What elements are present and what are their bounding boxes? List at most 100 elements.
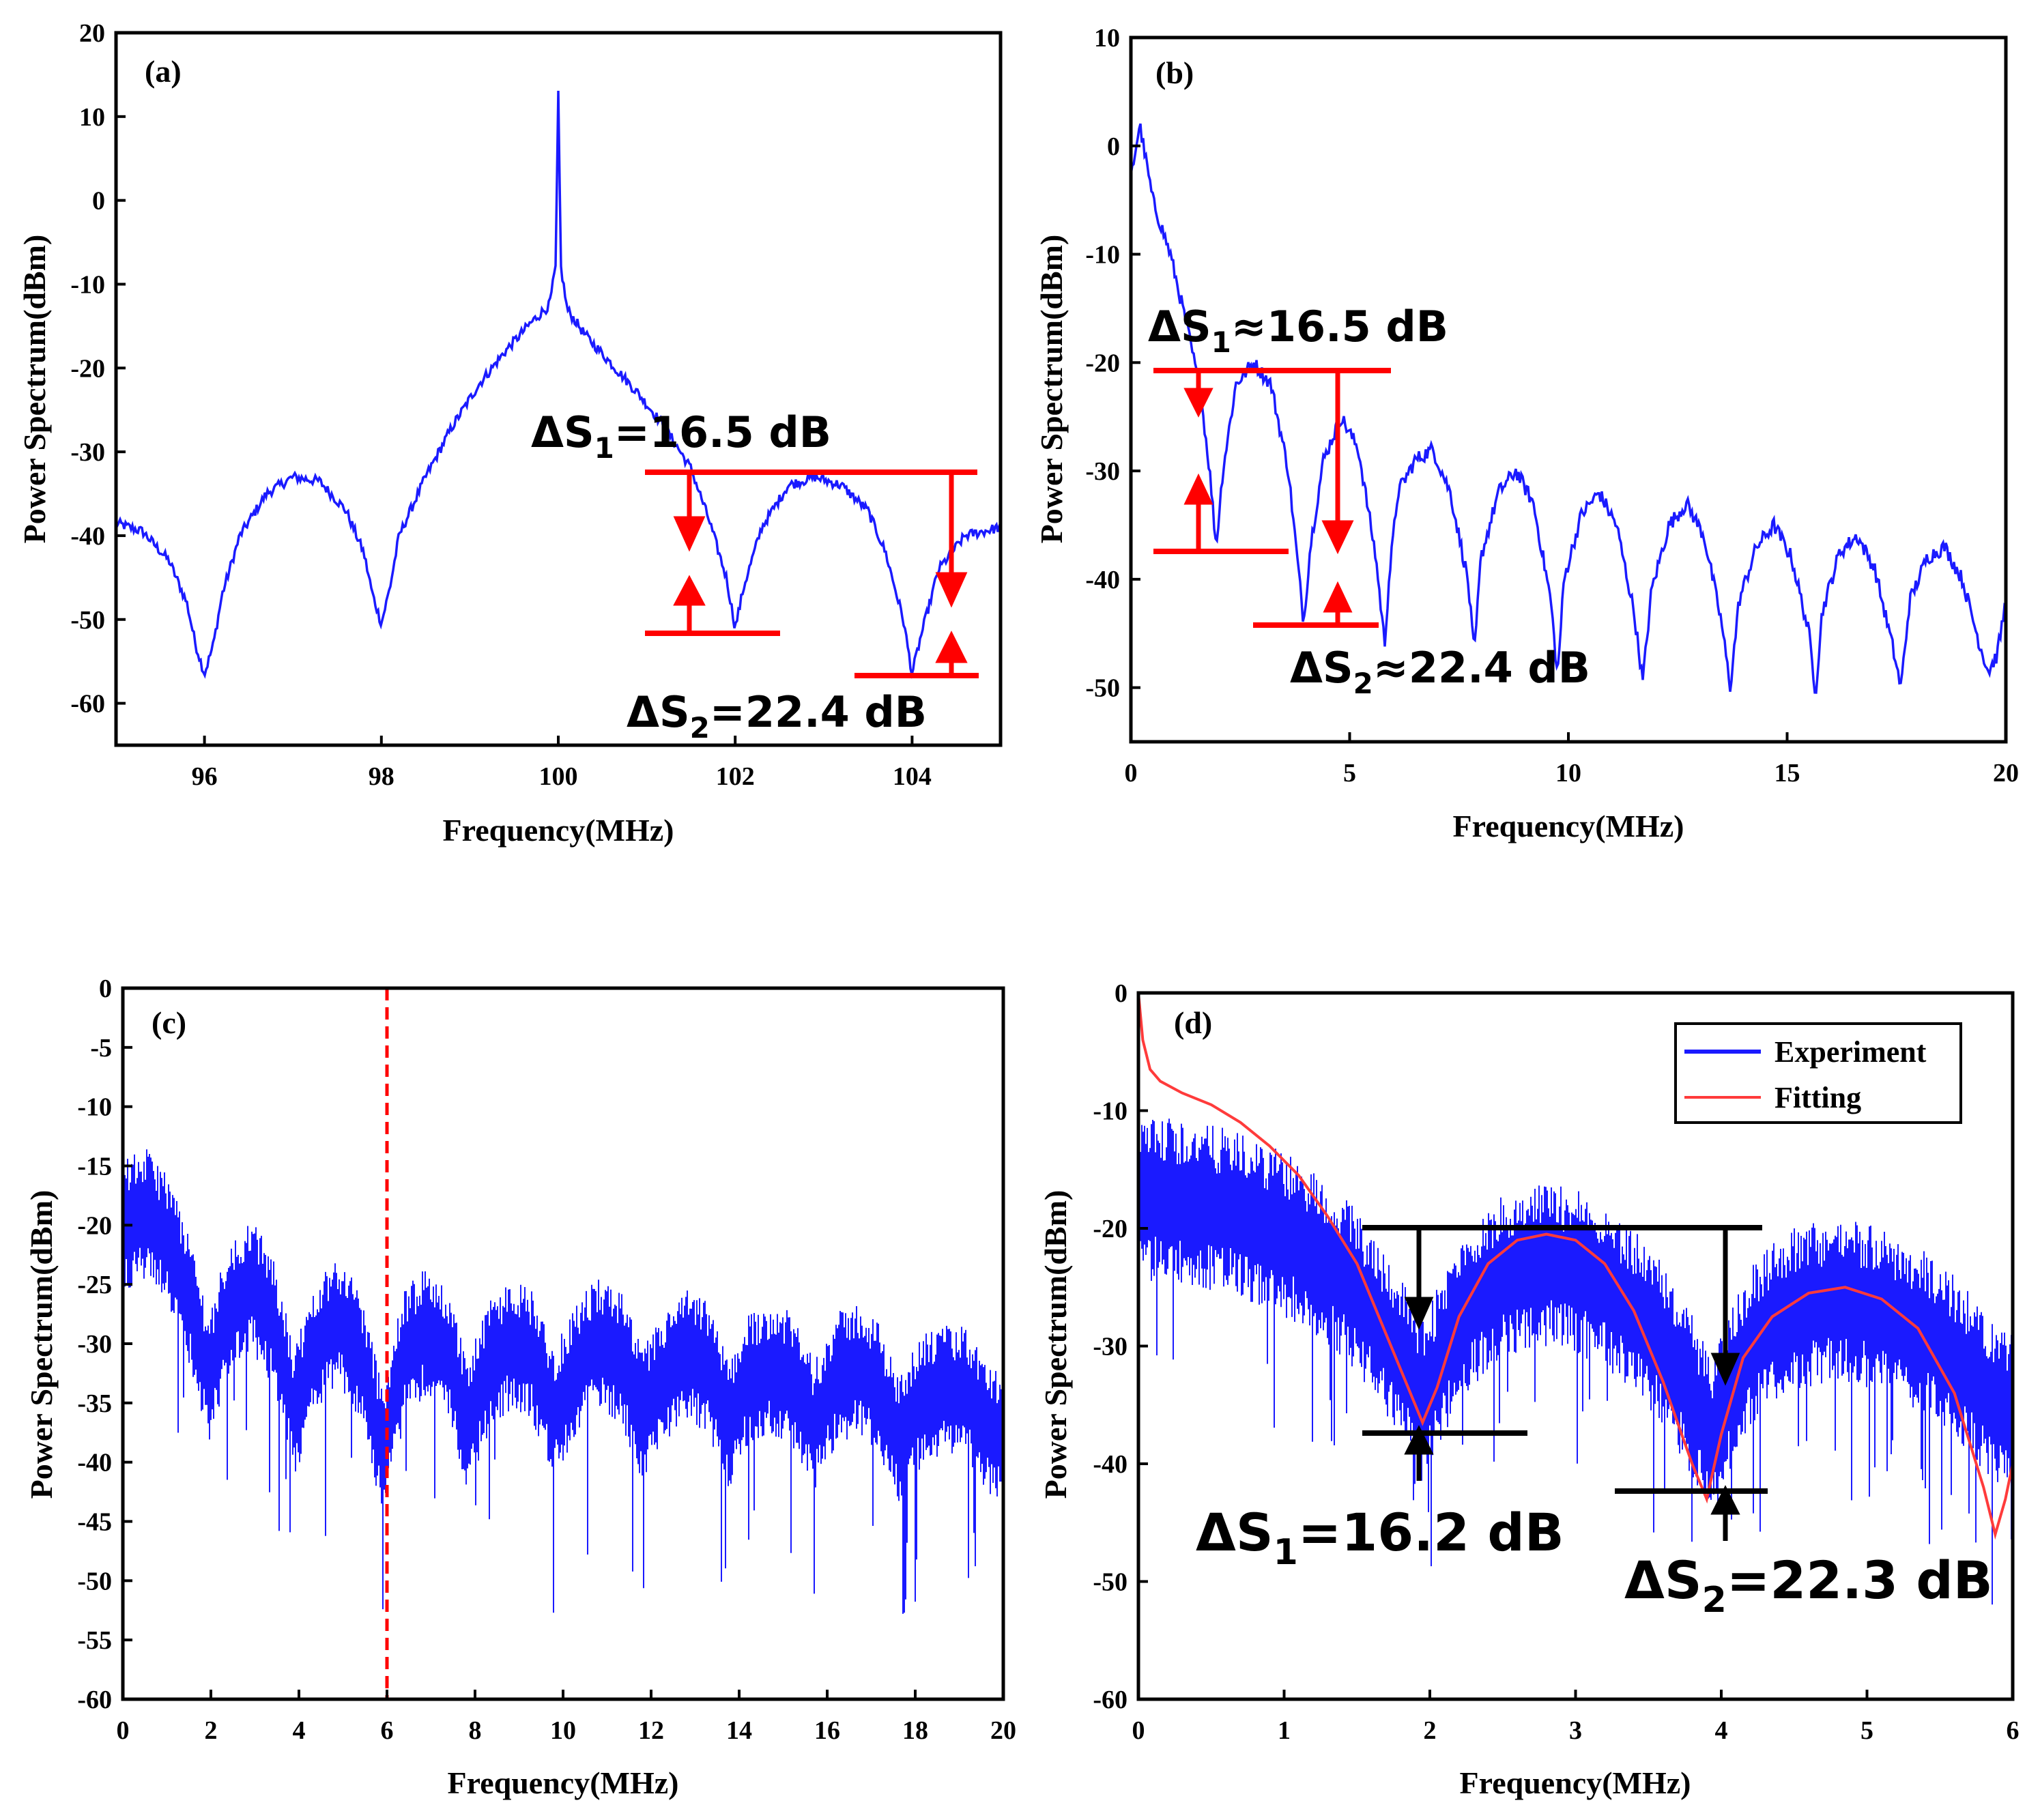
panel-a-arrow-up-1 <box>673 575 706 633</box>
y-tick-label: -20 <box>1093 1215 1127 1243</box>
y-tick-label: -20 <box>70 354 105 383</box>
y-tick-label: 0 <box>99 974 112 1003</box>
panel-d-arrow-up-1 <box>1404 1425 1434 1481</box>
panel-c: 0 2 4 6 8 10 12 14 16 18 20-60-55-50-45-40-35-30-2… <box>24 974 1016 1800</box>
y-tick-label: -30 <box>70 438 105 467</box>
y-tick-label: -45 <box>77 1508 112 1537</box>
y-tick-label: -20 <box>77 1211 112 1240</box>
panel-d-xlabel: Frequency(MHz) <box>1460 1765 1691 1800</box>
panel-a-annotation-ds2: ΔS2=22.4 dB <box>627 687 927 745</box>
panel-a-annotation-ds1: ΔS1=16.5 dB <box>531 407 831 465</box>
y-tick-label: -40 <box>1093 1450 1127 1479</box>
x-tick-label: 102 <box>716 762 755 791</box>
panel-b-label: (b) <box>1155 55 1194 90</box>
x-tick-label: 100 <box>539 762 578 791</box>
y-tick-label: -10 <box>70 270 105 299</box>
y-tick-label: 0 <box>1107 132 1120 161</box>
panel-a: 96 98 100 102 104 -60 -50 -40 -30 -20 -10 0 10 20 (a)… <box>17 19 1003 848</box>
y-tick-label: -10 <box>77 1093 112 1122</box>
y-tick-label: 0 <box>92 187 105 216</box>
y-tick-label: -15 <box>77 1153 112 1181</box>
panel-b-ylabel: Power Spectrum(dBm) <box>1034 235 1069 544</box>
y-tick-label: -5 <box>90 1034 112 1063</box>
panel-b-frame <box>1129 35 2008 744</box>
panel-d-arrow-up-2 <box>1710 1485 1740 1541</box>
x-tick-label: 10 <box>1555 759 1581 788</box>
x-tick-label: 6 <box>2007 1716 2020 1745</box>
panel-b-annotation-ds1: ΔS1≈16.5 dB <box>1148 302 1448 359</box>
panel-d-arrow-down-1 <box>1404 1228 1434 1330</box>
y-tick-label: -40 <box>1085 566 1120 594</box>
x-tick-label: 8 <box>469 1716 482 1745</box>
y-tick-label: -60 <box>70 690 105 719</box>
panel-d-annotation-ds2: ΔS2=22.3 dB <box>1624 1550 1993 1621</box>
y-tick-label: -60 <box>1093 1686 1127 1714</box>
panel-a-label: (a) <box>145 54 182 89</box>
panel-d-legend-experiment: Experiment <box>1775 1035 1927 1069</box>
y-tick-label: -50 <box>1093 1568 1127 1597</box>
panel-b-annotations: ΔS1≈16.5 dB ΔS2≈22.4 dB <box>1148 302 1590 700</box>
x-tick-label: 12 <box>638 1716 664 1745</box>
y-tick-label: -10 <box>1085 241 1120 270</box>
x-tick-label: 15 <box>1775 759 1800 788</box>
x-tick-label: 20 <box>1993 759 2019 788</box>
x-tick-label: 16 <box>814 1716 840 1745</box>
panel-b-annotation-ds2: ΔS2≈22.4 dB <box>1290 643 1590 700</box>
panel-d-annotations: ΔS1=16.2 dB ΔS2=22.3 dB <box>1196 1225 1993 1621</box>
y-tick-label: -30 <box>1093 1333 1127 1361</box>
panel-d-arrow-down-2 <box>1710 1228 1740 1386</box>
panel-b-arrow-up-1 <box>1183 473 1213 551</box>
x-tick-label: 2 <box>1424 1716 1437 1745</box>
x-tick-label: 4 <box>1715 1716 1728 1745</box>
x-tick-label: 2 <box>205 1716 218 1745</box>
x-tick-label: 5 <box>1861 1716 1873 1745</box>
panel-c-xlabel: Frequency(MHz) <box>448 1765 679 1800</box>
panel-d-legend: Experiment Fitting <box>1674 1022 1962 1124</box>
panel-d: 0 1 2 3 4 5 6 -60 -50 -40 -30 -20 -10 0 (d) Frequency… <box>1038 979 2020 1800</box>
y-tick-label: -25 <box>77 1271 112 1299</box>
panel-b-arrow-up-2 <box>1323 581 1353 625</box>
y-tick-label: -10 <box>1093 1097 1127 1126</box>
panel-a-arrow-up-2 <box>935 631 968 676</box>
panel-d-label: (d) <box>1174 1005 1212 1040</box>
y-tick-label: -60 <box>77 1686 112 1714</box>
y-tick-label: -40 <box>77 1449 112 1477</box>
x-tick-label: 98 <box>369 762 394 791</box>
y-tick-label: -20 <box>1085 349 1120 377</box>
x-tick-label: 14 <box>726 1716 752 1745</box>
y-tick-label: -50 <box>77 1567 112 1595</box>
panel-a-annotations: ΔS1=16.5 dB ΔS2=22.4 dB <box>531 407 979 745</box>
panel-b-spectrum-line <box>1130 123 2007 694</box>
y-tick-label: -30 <box>1085 457 1120 486</box>
panel-a-arrow-down-2 <box>935 472 968 608</box>
x-tick-label: 18 <box>902 1716 928 1745</box>
panel-a-ylabel: Power Spectrum(dBm) <box>17 235 52 544</box>
panel-a-spectrum-line <box>115 90 1002 679</box>
panel-d-fitting-line <box>1137 992 2014 1540</box>
panel-d-legend-fitting: Fitting <box>1775 1081 1861 1114</box>
panel-d-annotation-ds1: ΔS1=16.2 dB <box>1196 1502 1564 1573</box>
y-tick-label: 20 <box>79 19 105 48</box>
x-tick-label: 0 <box>1132 1716 1145 1745</box>
panel-b: 0 5 10 15 20 -50 -40 -30 -20 -10 0 10 (b) Frequency… <box>1034 24 2019 843</box>
x-tick-label: 0 <box>117 1716 130 1745</box>
panel-d-legend-box <box>1674 1022 1962 1124</box>
x-tick-label: 0 <box>1125 759 1138 788</box>
y-tick-label: 10 <box>1094 24 1120 53</box>
panel-b-xlabel: Frequency(MHz) <box>1453 809 1684 843</box>
x-tick-label: 96 <box>192 762 218 791</box>
x-tick-label: 6 <box>381 1716 394 1745</box>
x-tick-label: 1 <box>1278 1716 1291 1745</box>
panel-c-ylabel: Power Spectrum(dBm) <box>24 1190 59 1499</box>
y-tick-label: -55 <box>77 1626 112 1655</box>
y-tick-label: -35 <box>77 1389 112 1418</box>
y-tick-label: -30 <box>77 1330 112 1359</box>
panel-b-arrow-down-2 <box>1321 371 1354 555</box>
x-tick-label: 3 <box>1569 1716 1582 1745</box>
panel-a-arrow-down-1 <box>673 472 706 552</box>
y-tick-label: 10 <box>79 103 105 132</box>
panel-c-label: (c) <box>152 1005 186 1040</box>
spectrum-band <box>123 1149 1003 1614</box>
x-tick-label: 5 <box>1343 759 1356 788</box>
